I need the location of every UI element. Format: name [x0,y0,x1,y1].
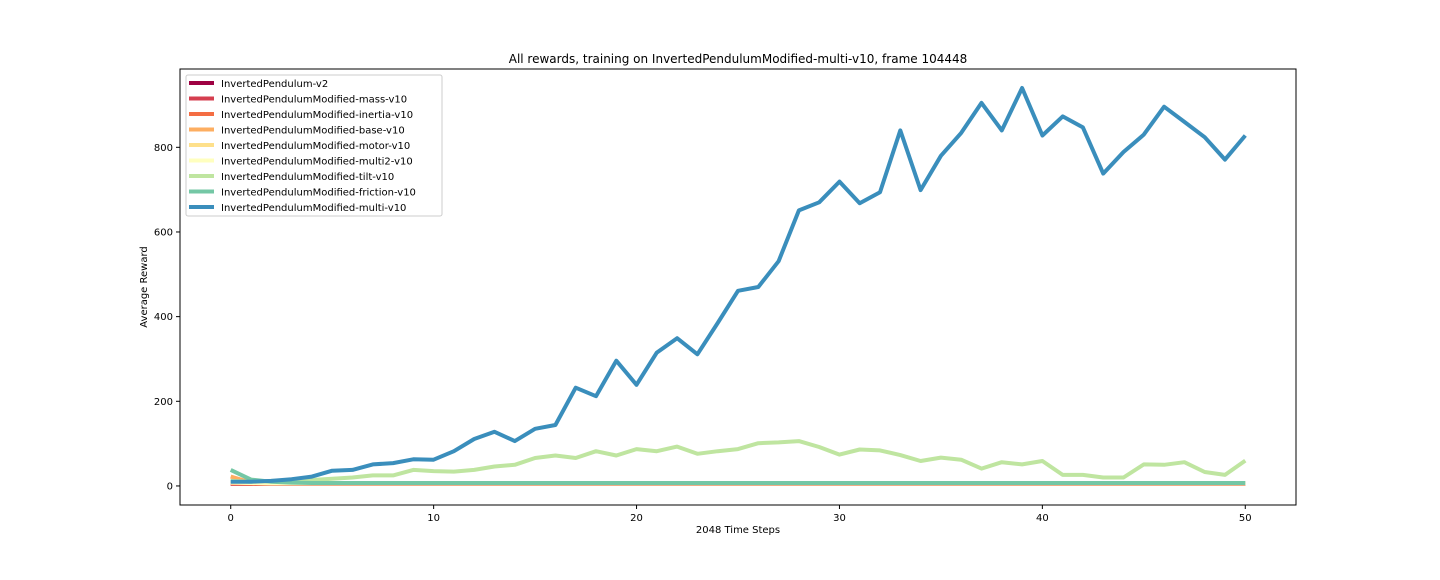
y-tick-label-1: 200 [154,397,173,408]
y-tick-label-2: 400 [154,312,173,323]
x-tick-label-3: 30 [833,513,846,524]
x-axis-label: 2048 Time Steps [696,525,780,536]
y-tick-label-3: 600 [154,227,173,238]
y-tick-label-4: 800 [154,143,173,154]
legend-label-0: InvertedPendulum-v2 [221,79,328,90]
x-tick-label-2: 20 [630,513,643,524]
series-line-6 [231,441,1246,482]
legend-label-2: InvertedPendulumModified-inertia-v10 [221,110,413,121]
legend-label-8: InvertedPendulumModified-multi-v10 [221,203,406,214]
y-axis: 0 200 400 600 800 [154,143,180,493]
legend-label-6: InvertedPendulumModified-tilt-v10 [221,172,394,183]
x-tick-label-4: 40 [1036,513,1049,524]
legend: InvertedPendulum-v2 InvertedPendulumModif… [186,75,442,216]
y-tick-label-0: 0 [167,481,173,492]
legend-label-7: InvertedPendulumModified-friction-v10 [221,188,416,199]
chart-title: All rewards, training on InvertedPendulu… [509,52,968,66]
legend-label-5: InvertedPendulumModified-multi2-v10 [221,157,413,168]
x-tick-label-5: 50 [1239,513,1252,524]
legend-label-1: InvertedPendulumModified-mass-v10 [221,95,407,106]
x-tick-label-0: 0 [228,513,234,524]
legend-label-3: InvertedPendulumModified-base-v10 [221,126,405,137]
legend-label-4: InvertedPendulumModified-motor-v10 [221,141,410,152]
x-axis: 0 10 20 30 40 50 [228,505,1252,524]
x-tick-label-1: 10 [427,513,440,524]
y-axis-label: Average Reward [139,246,150,327]
